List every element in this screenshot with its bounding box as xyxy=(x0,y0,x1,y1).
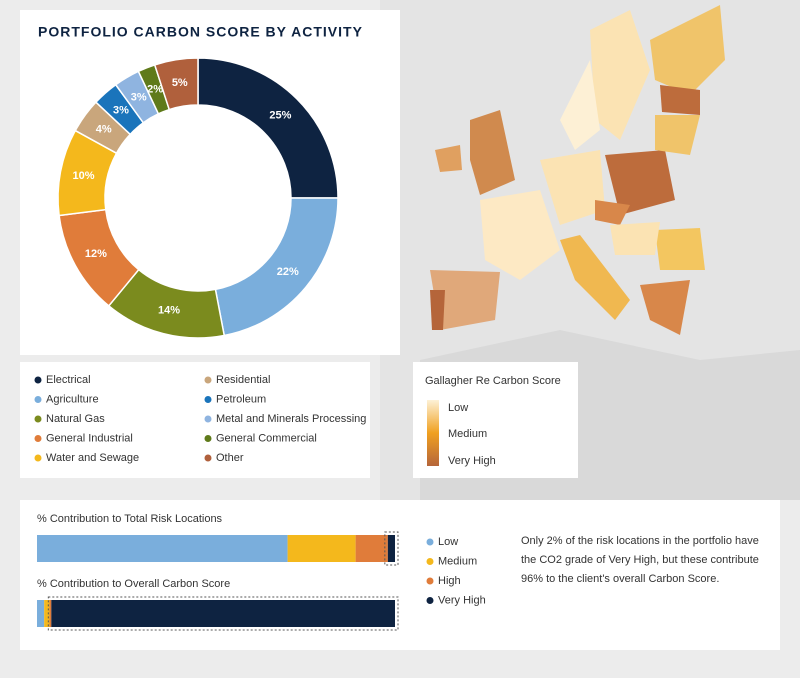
legend-label: Water and Sewage xyxy=(46,452,139,464)
map-country xyxy=(560,235,630,320)
legend-label: Residential xyxy=(216,374,270,386)
legend-swatch xyxy=(204,454,212,462)
map-country xyxy=(660,85,700,115)
data-label: 14% xyxy=(158,305,180,317)
legend-swatch xyxy=(204,396,212,403)
legend-swatch xyxy=(426,538,434,546)
map-country xyxy=(595,200,630,225)
bar-segment xyxy=(49,600,52,627)
data-label: 12% xyxy=(85,248,107,260)
map-country xyxy=(590,10,650,140)
data-label: 3% xyxy=(131,92,147,104)
legend-swatch xyxy=(426,558,434,565)
map-country xyxy=(605,150,675,215)
legend-swatch xyxy=(34,454,42,462)
legend-label: Natural Gas xyxy=(46,413,105,425)
legend-swatch xyxy=(34,435,42,442)
map-country xyxy=(480,190,560,280)
row-label: % Contribution to Overall Carbon Score xyxy=(37,578,230,590)
legend-swatch xyxy=(34,376,42,384)
map-country xyxy=(640,280,690,335)
legend-label: Agriculture xyxy=(46,393,99,405)
score-legend-panel xyxy=(413,362,578,478)
legend-label: Metal and Minerals Processing xyxy=(216,413,366,425)
map-country xyxy=(655,228,705,270)
score-label: Medium xyxy=(448,428,487,440)
legend-swatch xyxy=(204,376,212,384)
score-legend-title: Gallagher Re Carbon Score xyxy=(425,375,561,387)
donut-segment xyxy=(153,57,199,111)
bar-segment xyxy=(37,535,288,562)
legend-panel xyxy=(20,362,370,478)
bar-segment xyxy=(37,600,45,627)
score-gradient xyxy=(427,400,439,466)
data-label: 22% xyxy=(277,266,299,278)
map-country xyxy=(650,5,725,95)
data-label: 10% xyxy=(73,170,95,182)
data-label: 3% xyxy=(113,105,129,117)
legend-swatch xyxy=(426,577,434,585)
score-label: Very High xyxy=(448,455,496,467)
legend-swatch xyxy=(426,597,434,604)
bar-segment xyxy=(387,535,395,562)
legend-label: High xyxy=(438,575,461,587)
data-label: 2% xyxy=(147,84,163,96)
legend-label: Petroleum xyxy=(216,393,266,405)
highlight-box xyxy=(384,531,399,566)
legend-swatch xyxy=(204,415,212,423)
score-label: Low xyxy=(448,402,468,414)
map-country xyxy=(435,145,462,172)
legend-label: Very High xyxy=(438,594,486,606)
legend-label: Other xyxy=(216,452,244,464)
map-country xyxy=(655,115,700,155)
map-country xyxy=(430,290,445,330)
data-label: 5% xyxy=(172,77,188,89)
highlight-box xyxy=(47,596,399,631)
bar-segment xyxy=(44,600,50,627)
legend-swatch xyxy=(204,435,212,442)
legend-swatch xyxy=(34,415,42,423)
map-country xyxy=(540,150,605,225)
data-label: 4% xyxy=(96,123,112,135)
legend-label: General Commercial xyxy=(216,432,317,444)
map-country xyxy=(430,270,500,330)
bar-segment xyxy=(51,600,395,627)
row-label: % Contribution to Total Risk Locations xyxy=(37,513,223,525)
legend-label: Medium xyxy=(438,555,477,567)
map-country xyxy=(610,222,660,255)
map-country xyxy=(560,60,600,150)
map-country xyxy=(470,110,515,195)
legend-label: General Industrial xyxy=(46,432,133,444)
legend-swatch xyxy=(34,396,42,403)
bar-segment xyxy=(355,535,388,562)
annotation: Only 2% of the risk locations in the por… xyxy=(521,535,759,585)
data-label: 25% xyxy=(269,110,291,122)
legend-label: Electrical xyxy=(46,374,91,386)
legend-label: Low xyxy=(438,536,458,548)
bar-segment xyxy=(287,535,356,562)
chart-title: PORTFOLIO CARBON SCORE BY ACTIVITY xyxy=(38,24,363,40)
